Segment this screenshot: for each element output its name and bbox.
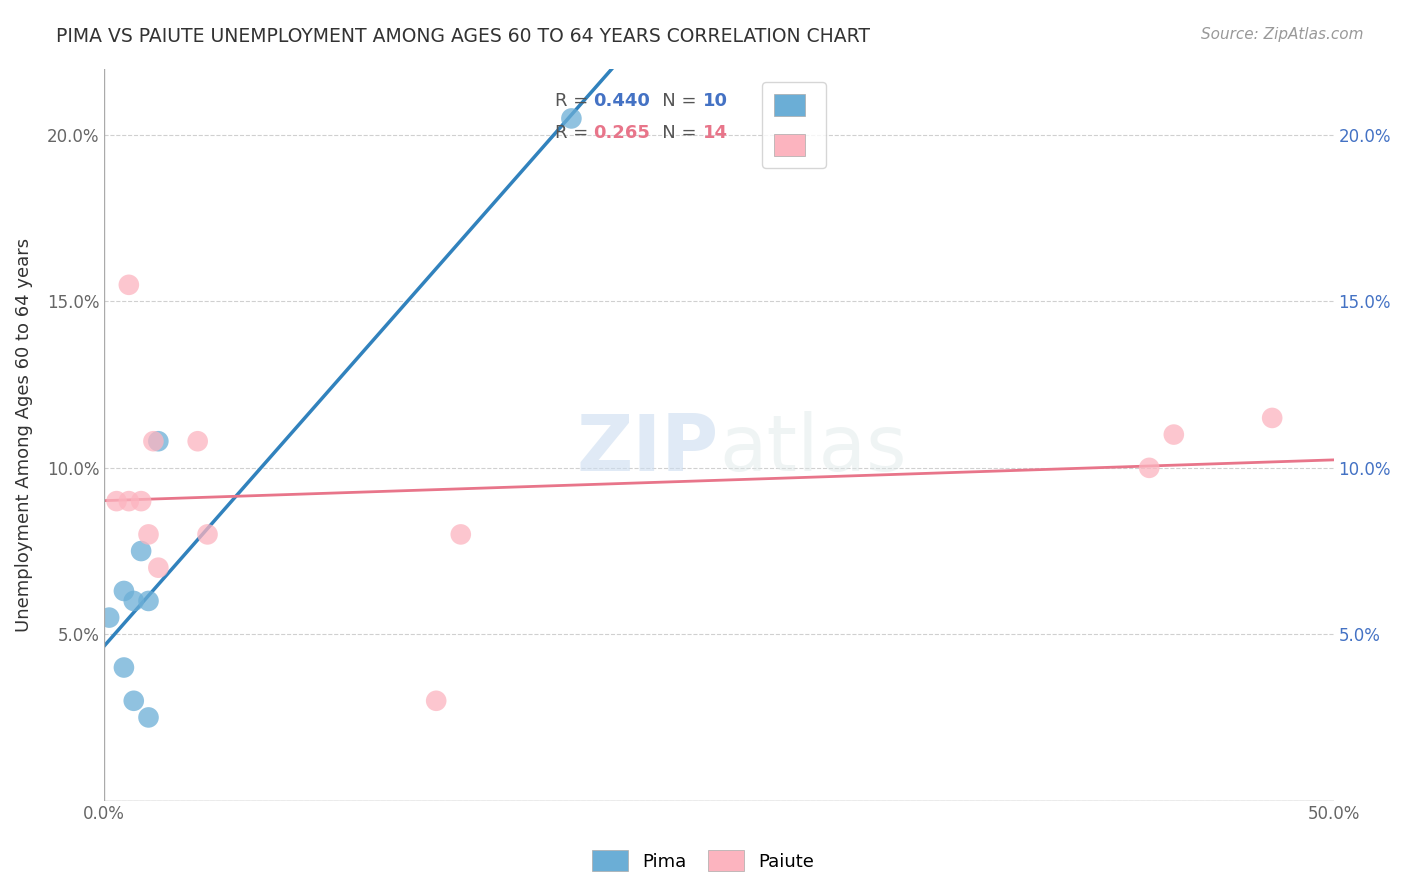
Point <box>1137 460 1160 475</box>
Text: Source: ZipAtlas.com: Source: ZipAtlas.com <box>1201 27 1364 42</box>
Point <box>112 584 135 599</box>
Point <box>122 594 145 608</box>
Text: N =: N = <box>645 124 703 142</box>
Text: R =: R = <box>555 124 595 142</box>
Point <box>129 544 152 558</box>
Point <box>560 112 582 126</box>
Text: 14: 14 <box>703 124 728 142</box>
Point <box>450 527 472 541</box>
Text: 0.440: 0.440 <box>593 93 651 111</box>
Point <box>1163 427 1185 442</box>
Point <box>138 594 160 608</box>
Point <box>197 527 219 541</box>
Point <box>148 560 170 574</box>
Text: N =: N = <box>645 93 703 111</box>
Point <box>129 494 152 508</box>
Point <box>122 694 145 708</box>
Text: 0.265: 0.265 <box>593 124 651 142</box>
Point <box>425 694 447 708</box>
Point <box>118 277 141 292</box>
Point <box>105 494 128 508</box>
Point <box>1261 411 1284 425</box>
Y-axis label: Unemployment Among Ages 60 to 64 years: Unemployment Among Ages 60 to 64 years <box>15 237 32 632</box>
Point <box>118 494 141 508</box>
Point <box>142 434 165 449</box>
Point <box>187 434 209 449</box>
Text: ZIP: ZIP <box>576 411 718 487</box>
Legend: Pima, Paiute: Pima, Paiute <box>585 843 821 879</box>
Text: 10: 10 <box>703 93 728 111</box>
Legend: , : , <box>762 82 825 168</box>
Point <box>138 527 160 541</box>
Point <box>138 710 160 724</box>
Point <box>112 660 135 674</box>
Text: R =: R = <box>555 93 595 111</box>
Text: PIMA VS PAIUTE UNEMPLOYMENT AMONG AGES 60 TO 64 YEARS CORRELATION CHART: PIMA VS PAIUTE UNEMPLOYMENT AMONG AGES 6… <box>56 27 870 45</box>
Point <box>148 434 170 449</box>
Point <box>98 610 121 624</box>
Text: atlas: atlas <box>718 411 907 487</box>
